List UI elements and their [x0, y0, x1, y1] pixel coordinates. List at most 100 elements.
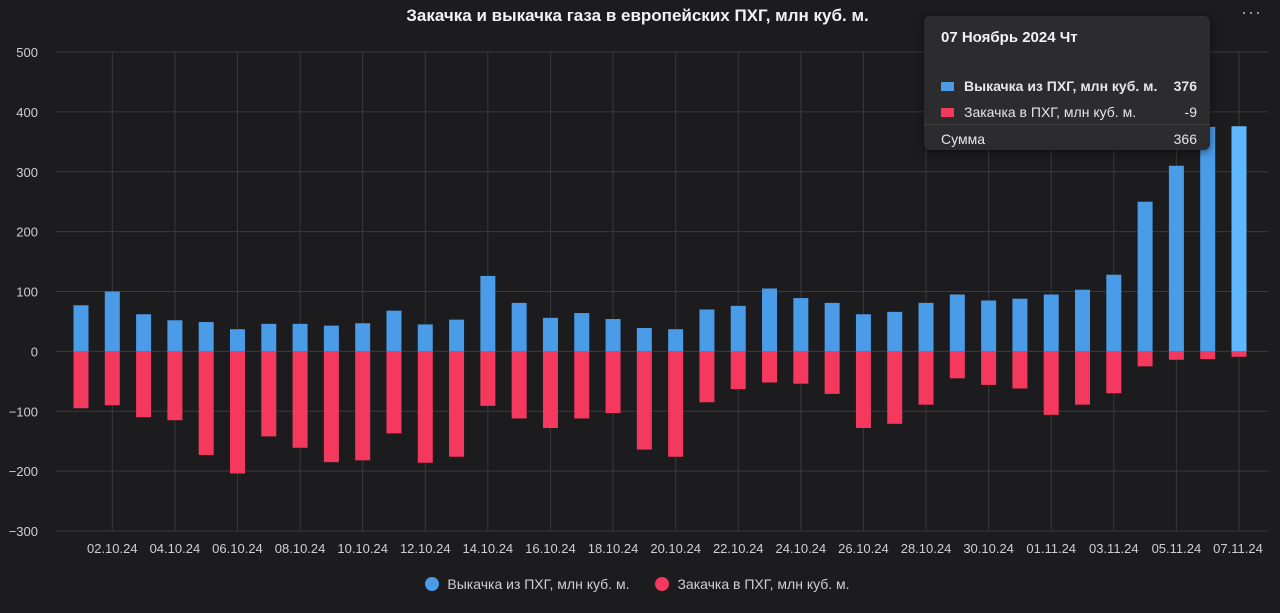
bar-injection[interactable] — [167, 351, 183, 421]
bar-injection[interactable] — [636, 351, 652, 450]
bar-injection[interactable] — [949, 351, 965, 379]
bar-withdrawal[interactable] — [887, 311, 903, 352]
bar-withdrawal[interactable] — [1168, 165, 1184, 352]
bar-withdrawal[interactable] — [292, 323, 308, 352]
bar-withdrawal[interactable] — [762, 288, 778, 352]
bar-injection[interactable] — [292, 351, 308, 448]
bar-withdrawal[interactable] — [824, 302, 840, 352]
bar-withdrawal[interactable] — [699, 309, 715, 352]
bar-injection[interactable] — [480, 351, 496, 406]
bar-injection[interactable] — [355, 351, 371, 461]
tooltip-sum-label: Сумма — [941, 131, 985, 147]
bar-withdrawal[interactable] — [323, 325, 339, 352]
y-tick-label: −200 — [9, 464, 38, 479]
tooltip-sum-value: 366 — [1173, 131, 1197, 147]
bar-injection[interactable] — [1231, 351, 1247, 357]
bar-withdrawal[interactable] — [1106, 274, 1122, 352]
bar-injection[interactable] — [449, 351, 465, 457]
x-tick-label: 05.11.24 — [1152, 541, 1202, 556]
bar-withdrawal[interactable] — [136, 314, 152, 352]
bar-injection[interactable] — [918, 351, 934, 405]
legend-item-injection[interactable]: Закачка в ПХГ, млн куб. м. — [655, 576, 850, 592]
bar-withdrawal[interactable] — [229, 329, 245, 352]
bar-injection[interactable] — [542, 351, 558, 429]
bar-withdrawal[interactable] — [949, 294, 965, 352]
bar-injection[interactable] — [198, 351, 214, 455]
x-tick-label: 06.10.24 — [212, 541, 263, 556]
bar-withdrawal[interactable] — [355, 323, 371, 352]
x-tick-label: 07.11.24 — [1213, 541, 1263, 556]
bar-injection[interactable] — [417, 351, 433, 463]
bar-withdrawal[interactable] — [793, 298, 809, 352]
bar-injection[interactable] — [104, 351, 120, 406]
bar-withdrawal[interactable] — [261, 323, 277, 352]
legend: Выкачка из ПХГ, млн куб. м. Закачка в ПХ… — [0, 576, 1275, 592]
y-tick-label: −100 — [9, 404, 38, 419]
bar-injection[interactable] — [1106, 351, 1122, 394]
bar-withdrawal[interactable] — [1200, 126, 1216, 352]
bar-withdrawal[interactable] — [1075, 289, 1091, 352]
more-horizontal-icon[interactable]: ··· — [1241, 2, 1262, 22]
bar-injection[interactable] — [1075, 351, 1091, 405]
bar-withdrawal[interactable] — [104, 291, 120, 352]
bar-injection[interactable] — [1043, 351, 1059, 415]
bar-injection[interactable] — [981, 351, 997, 385]
y-tick-label: 500 — [16, 45, 38, 60]
bar-withdrawal[interactable] — [730, 305, 746, 352]
bar-injection[interactable] — [229, 351, 245, 474]
tooltip-value-injection: -9 — [1184, 104, 1197, 120]
bar-injection[interactable] — [1200, 351, 1216, 360]
bar-withdrawal[interactable] — [417, 324, 433, 352]
tooltip-date: 07 Ноябрь 2024 Чт — [941, 29, 1078, 46]
x-tick-label: 24.10.24 — [776, 541, 827, 556]
bar-withdrawal[interactable] — [511, 302, 527, 352]
bar-withdrawal[interactable] — [73, 305, 89, 352]
bar-withdrawal[interactable] — [1043, 294, 1059, 352]
bar-withdrawal[interactable] — [574, 313, 590, 352]
bar-withdrawal[interactable] — [1012, 298, 1028, 352]
bar-withdrawal[interactable] — [855, 314, 871, 352]
bar-injection[interactable] — [1168, 351, 1184, 360]
bar-injection[interactable] — [762, 351, 778, 383]
bar-withdrawal[interactable] — [605, 319, 621, 352]
bar-injection[interactable] — [793, 351, 809, 384]
bar-withdrawal[interactable] — [918, 302, 934, 352]
bar-injection[interactable] — [136, 351, 152, 418]
x-tick-label: 02.10.24 — [87, 541, 138, 556]
bar-withdrawal[interactable] — [636, 328, 652, 352]
bar-injection[interactable] — [699, 351, 715, 403]
bar-withdrawal[interactable] — [542, 317, 558, 352]
bar-injection[interactable] — [73, 351, 89, 409]
bar-withdrawal[interactable] — [386, 310, 402, 352]
bar-injection[interactable] — [668, 351, 684, 457]
bar-injection[interactable] — [605, 351, 621, 414]
bar-injection[interactable] — [1137, 351, 1153, 367]
bar-injection[interactable] — [574, 351, 590, 419]
x-tick-label: 01.11.24 — [1026, 541, 1076, 556]
bar-injection[interactable] — [824, 351, 840, 394]
tooltip-label-injection: Закачка в ПХГ, млн куб. м. — [964, 104, 1137, 120]
bar-injection[interactable] — [855, 351, 871, 429]
x-tick-label: 20.10.24 — [650, 541, 701, 556]
bar-injection[interactable] — [323, 351, 339, 463]
bar-withdrawal[interactable] — [1231, 126, 1247, 352]
bar-injection[interactable] — [730, 351, 746, 390]
bar-withdrawal[interactable] — [1137, 201, 1153, 352]
bar-withdrawal[interactable] — [449, 319, 465, 352]
bar-injection[interactable] — [261, 351, 277, 437]
x-tick-label: 26.10.24 — [838, 541, 889, 556]
legend-dot-injection — [655, 577, 670, 591]
bar-withdrawal[interactable] — [167, 320, 183, 352]
bar-withdrawal[interactable] — [480, 275, 496, 352]
x-tick-label: 03.11.24 — [1089, 541, 1139, 556]
bar-withdrawal[interactable] — [668, 329, 684, 352]
tooltip-swatch-withdrawal — [941, 81, 954, 91]
legend-item-withdrawal[interactable]: Выкачка из ПХГ, млн куб. м. — [425, 576, 629, 592]
bar-injection[interactable] — [887, 351, 903, 424]
bar-injection[interactable] — [511, 351, 527, 419]
bar-injection[interactable] — [1012, 351, 1028, 389]
bar-injection[interactable] — [386, 351, 402, 434]
bar-withdrawal[interactable] — [198, 322, 214, 352]
bar-withdrawal[interactable] — [981, 300, 997, 352]
